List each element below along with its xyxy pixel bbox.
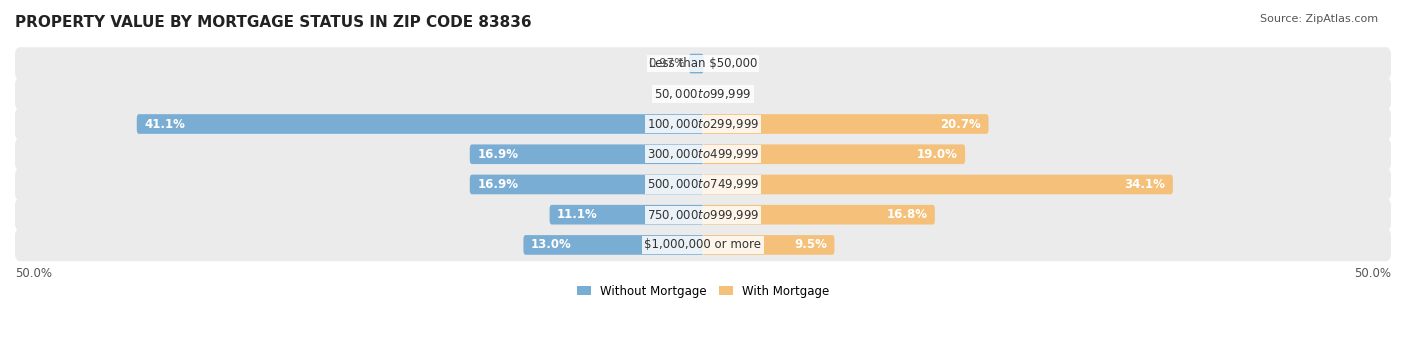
FancyBboxPatch shape (14, 168, 1392, 201)
FancyBboxPatch shape (136, 114, 703, 134)
Text: 16.9%: 16.9% (477, 148, 519, 161)
FancyBboxPatch shape (14, 77, 1392, 110)
FancyBboxPatch shape (703, 145, 965, 164)
Text: 41.1%: 41.1% (145, 118, 186, 131)
FancyBboxPatch shape (550, 205, 703, 224)
Text: 0.97%: 0.97% (648, 57, 686, 70)
FancyBboxPatch shape (689, 54, 703, 73)
Text: Source: ZipAtlas.com: Source: ZipAtlas.com (1260, 14, 1378, 24)
Text: 19.0%: 19.0% (917, 148, 957, 161)
Text: 34.1%: 34.1% (1125, 178, 1166, 191)
Text: 9.5%: 9.5% (794, 238, 827, 251)
FancyBboxPatch shape (703, 235, 834, 255)
Text: 16.9%: 16.9% (477, 178, 519, 191)
FancyBboxPatch shape (470, 145, 703, 164)
FancyBboxPatch shape (523, 235, 703, 255)
FancyBboxPatch shape (14, 108, 1392, 140)
Text: 11.1%: 11.1% (557, 208, 598, 221)
FancyBboxPatch shape (14, 228, 1392, 261)
FancyBboxPatch shape (14, 198, 1392, 231)
FancyBboxPatch shape (703, 175, 1173, 194)
Text: $100,000 to $299,999: $100,000 to $299,999 (647, 117, 759, 131)
Text: $750,000 to $999,999: $750,000 to $999,999 (647, 208, 759, 222)
Text: PROPERTY VALUE BY MORTGAGE STATUS IN ZIP CODE 83836: PROPERTY VALUE BY MORTGAGE STATUS IN ZIP… (15, 15, 531, 30)
Text: Less than $50,000: Less than $50,000 (648, 57, 758, 70)
Text: $1,000,000 or more: $1,000,000 or more (644, 238, 762, 251)
FancyBboxPatch shape (14, 138, 1392, 170)
FancyBboxPatch shape (14, 47, 1392, 80)
Text: 20.7%: 20.7% (941, 118, 981, 131)
FancyBboxPatch shape (703, 205, 935, 224)
Text: 50.0%: 50.0% (1354, 267, 1391, 280)
Text: 13.0%: 13.0% (531, 238, 572, 251)
Text: 50.0%: 50.0% (15, 267, 52, 280)
Text: 16.8%: 16.8% (886, 208, 928, 221)
FancyBboxPatch shape (470, 175, 703, 194)
Legend: Without Mortgage, With Mortgage: Without Mortgage, With Mortgage (572, 280, 834, 302)
FancyBboxPatch shape (703, 114, 988, 134)
Text: $500,000 to $749,999: $500,000 to $749,999 (647, 177, 759, 191)
Text: $300,000 to $499,999: $300,000 to $499,999 (647, 147, 759, 161)
Text: $50,000 to $99,999: $50,000 to $99,999 (654, 87, 752, 101)
